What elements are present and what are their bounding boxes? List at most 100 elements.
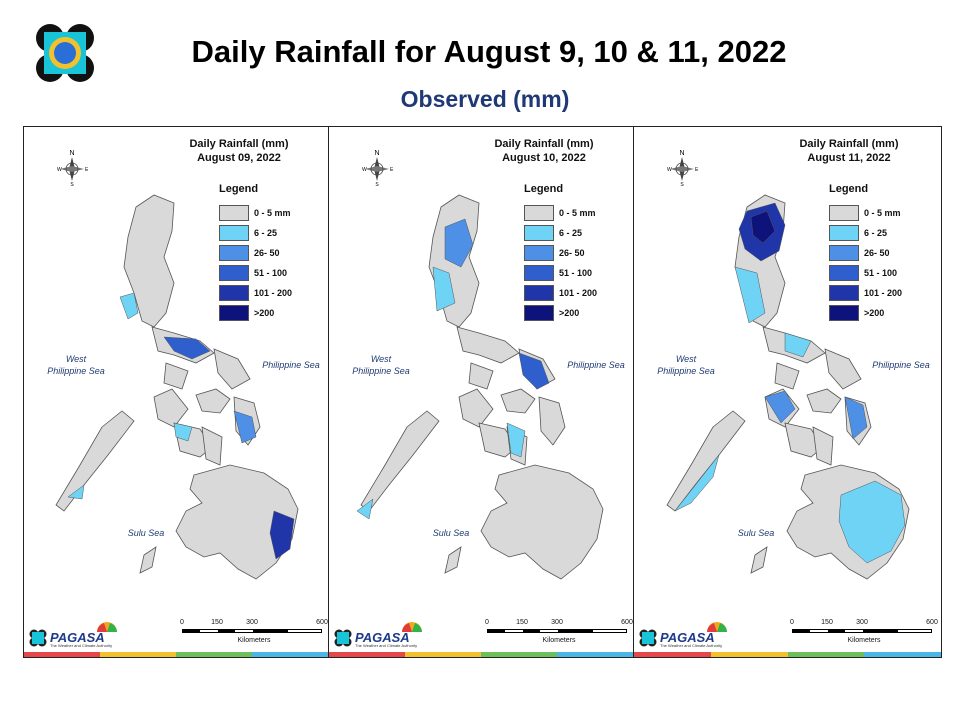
legend-item: >200	[219, 303, 319, 323]
island-shape	[500, 388, 536, 414]
legend-label: 26- 50	[254, 248, 280, 258]
legend-label: >200	[254, 308, 275, 318]
scale-bar-graphic	[487, 629, 627, 633]
dost-logo	[36, 24, 94, 82]
label-west-philippine-sea: West Philippine Sea	[352, 354, 410, 376]
pagasa-tagline: The Weather and Climate Authority	[355, 643, 418, 648]
legend-label: 0 - 5 mm	[559, 208, 596, 218]
pagasa-wordmark: PAGASA	[50, 630, 105, 645]
map-legend: Legend 0 - 5 mm 6 - 25 26- 50 51 - 100 101 - …	[524, 183, 624, 323]
legend-item: 101 - 200	[524, 283, 624, 303]
legend-label: 26- 50	[559, 248, 585, 258]
page-title: Daily Rainfall for August 9, 10 & 11, 20…	[191, 34, 787, 69]
island-shape	[812, 426, 834, 466]
legend-swatch	[829, 205, 859, 221]
rainfall-region	[233, 410, 257, 444]
pagasa-logo: PAGASA The Weather and Climate Authority	[333, 622, 423, 650]
rainfall-panels: Daily Rainfall (mm) August 09, 2022 N W …	[23, 126, 942, 658]
pagasa-emblem-icon	[334, 629, 352, 647]
scale-unit-label: Kilometers	[542, 637, 576, 644]
legend-swatch	[524, 305, 554, 321]
brand-color-strip	[329, 652, 633, 657]
legend-item: 51 - 100	[829, 263, 929, 283]
legend-label: 6 - 25	[254, 228, 278, 238]
island-shape	[123, 194, 175, 328]
svg-text:N: N	[374, 150, 379, 157]
legend-item: >200	[524, 303, 624, 323]
legend-item: 101 - 200	[219, 283, 319, 303]
label-philippine-sea: Philippine Sea	[872, 360, 930, 370]
scale-unit-label: Kilometers	[237, 637, 271, 644]
legend-swatch	[219, 245, 249, 261]
rainfall-region	[163, 336, 211, 360]
legend-swatch	[524, 285, 554, 301]
legend-label: 6 - 25	[864, 228, 888, 238]
island-shape	[213, 348, 251, 390]
legend-item: 26- 50	[524, 243, 624, 263]
legend-item: 51 - 100	[219, 263, 319, 283]
scale-bar: 0 150 300 600 Kilometers	[479, 619, 633, 649]
philippines-map	[666, 194, 910, 580]
scale-tick-label: 0	[485, 619, 489, 626]
scale-tick-label: 150	[516, 619, 528, 626]
rainfall-region	[674, 454, 720, 512]
legend-item: 26- 50	[219, 243, 319, 263]
rainfall-region	[734, 266, 766, 324]
map-legend: Legend 0 - 5 mm 6 - 25 26- 50 51 - 100 101 - …	[219, 183, 319, 323]
legend-item: 6 - 25	[219, 223, 319, 243]
scale-tick-label: 600	[316, 619, 328, 626]
philippines-map	[55, 194, 299, 580]
rainfall-region	[432, 266, 456, 312]
island-shape	[139, 546, 157, 574]
legend-swatch	[524, 225, 554, 241]
legend-swatch	[219, 225, 249, 241]
legend-item: 26- 50	[829, 243, 929, 263]
brand-color-strip	[24, 652, 328, 657]
umbrella-icon	[97, 622, 117, 632]
legend-label: 51 - 100	[254, 268, 288, 278]
rainfall-region	[838, 480, 906, 564]
scale-bar-graphic	[182, 629, 322, 633]
svg-text:N: N	[679, 150, 684, 157]
rainfall-region	[784, 332, 812, 358]
compass-icon: N W E S	[57, 150, 89, 187]
legend-swatch	[524, 205, 554, 221]
scale-tick-label: 300	[856, 619, 868, 626]
legend-swatch	[219, 265, 249, 281]
pagasa-logo: PAGASA The Weather and Climate Authority	[28, 622, 118, 650]
compass-icon: N W E S	[667, 150, 699, 187]
rainfall-map-panel-aug10: Daily Rainfall (mm) August 10, 2022 N W …	[329, 127, 634, 657]
legend-label: 6 - 25	[559, 228, 583, 238]
rainfall-region	[67, 484, 85, 500]
pagasa-wordmark: PAGASA	[660, 630, 715, 645]
label-sulu-sea: Sulu Sea	[127, 528, 165, 538]
label-philippine-sea: Philippine Sea	[262, 360, 320, 370]
label-west-philippine-sea: West Philippine Sea	[657, 354, 715, 376]
legend-item: 51 - 100	[524, 263, 624, 283]
svg-text:S: S	[375, 182, 379, 187]
legend-item: 6 - 25	[829, 223, 929, 243]
philippines-map	[356, 194, 604, 580]
island-shape	[824, 348, 862, 390]
island-shape	[458, 388, 494, 428]
scale-unit-label: Kilometers	[847, 637, 881, 644]
island-shape	[666, 410, 746, 512]
page-subtitle: Observed (mm)	[400, 86, 570, 112]
legend-label: 101 - 200	[559, 288, 598, 298]
legend-item: 0 - 5 mm	[524, 203, 624, 223]
svg-text:W: W	[57, 167, 62, 173]
svg-text:E: E	[695, 167, 699, 173]
label-philippine-sea: Philippine Sea	[567, 360, 625, 370]
legend-label: 0 - 5 mm	[254, 208, 291, 218]
legend-item: 101 - 200	[829, 283, 929, 303]
legend-label: 101 - 200	[254, 288, 293, 298]
scale-tick-label: 300	[551, 619, 563, 626]
panel-title: Daily Rainfall (mm) August 10, 2022	[494, 138, 594, 164]
umbrella-icon	[707, 622, 727, 632]
rainfall-region	[506, 422, 526, 458]
panel-title: Daily Rainfall (mm) August 09, 2022	[189, 138, 289, 164]
legend-item: 0 - 5 mm	[829, 203, 929, 223]
island-shape	[468, 362, 494, 390]
island-shape	[456, 326, 520, 364]
legend-swatch	[524, 265, 554, 281]
